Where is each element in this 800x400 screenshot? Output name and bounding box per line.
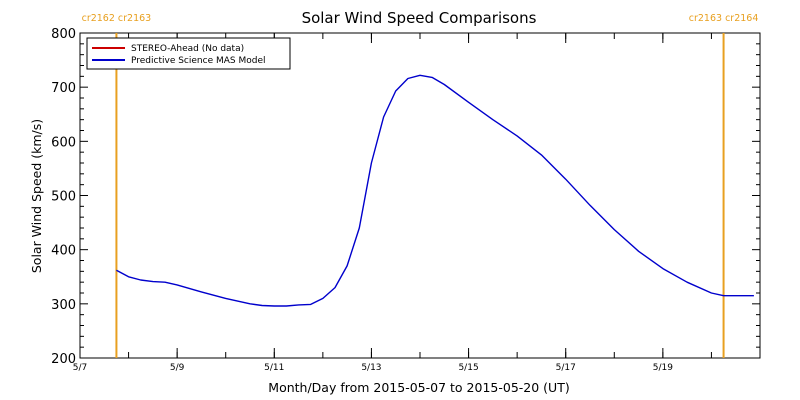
- x-tick-label: 5/9: [170, 363, 185, 373]
- x-tick-label: 5/19: [653, 363, 673, 373]
- x-tick-label: 5/11: [264, 363, 284, 373]
- y-tick-label: 800: [51, 27, 76, 42]
- y-tick-label: 300: [51, 298, 76, 313]
- x-tick-label: 5/13: [361, 363, 381, 373]
- y-tick-label: 700: [51, 81, 76, 96]
- carrington-marker-label: cr2162 cr2163: [82, 13, 152, 24]
- x-tick-label: 5/7: [73, 363, 87, 373]
- y-tick-label: 400: [51, 244, 76, 259]
- plot-area: 200 300 400 500 600 700 800 5/7 5/9 5/11 5/13 5/15 5…: [51, 13, 761, 373]
- x-tick-label: 5/15: [458, 363, 478, 373]
- chart-title: Solar Wind Speed Comparisons: [302, 9, 537, 27]
- legend-label: STEREO-Ahead (No data): [131, 44, 244, 54]
- legend: STEREO-Ahead (No data) Predictive Science…: [86, 37, 291, 70]
- y-axis-title: Solar Wind Speed (km/s): [29, 119, 44, 273]
- x-tick-label: 5/17: [556, 363, 576, 373]
- legend-label: Predictive Science MAS Model: [131, 56, 266, 66]
- series-line-mas-model: [116, 74, 754, 307]
- y-tick-label: 500: [51, 190, 76, 205]
- x-axis-title: Month/Day from 2015-05-07 to 2015-05-20 …: [268, 380, 569, 395]
- y-tick-label: 200: [51, 352, 76, 367]
- y-tick-label: 600: [51, 135, 76, 150]
- plot-frame: [79, 32, 761, 359]
- carrington-marker-label: cr2163 cr2164: [689, 13, 759, 24]
- legend-box: [86, 37, 291, 70]
